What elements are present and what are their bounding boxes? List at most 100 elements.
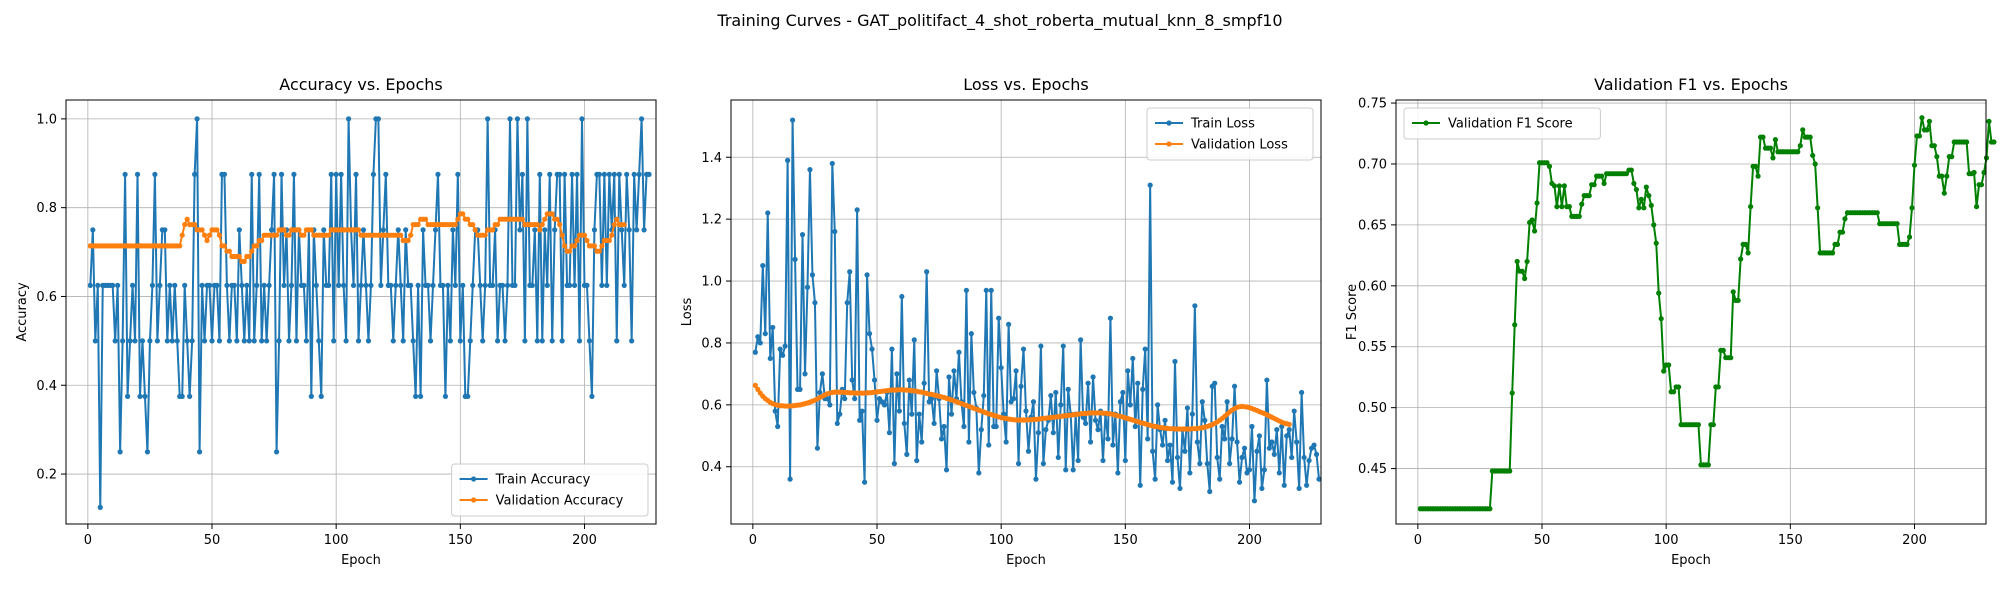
data-point xyxy=(333,171,339,177)
data-point xyxy=(566,282,573,288)
data-point xyxy=(599,282,605,288)
data-point xyxy=(157,282,163,288)
data-point xyxy=(1229,436,1235,442)
data-point xyxy=(948,411,955,417)
data-point xyxy=(812,300,818,306)
data-point xyxy=(899,293,905,300)
data-point xyxy=(1651,222,1657,228)
data-point xyxy=(1222,436,1228,442)
data-point xyxy=(1117,399,1123,405)
data-point xyxy=(1010,396,1017,402)
data-point xyxy=(998,365,1004,371)
y-tick-label: 0.8 xyxy=(701,336,722,351)
data-point xyxy=(410,338,416,344)
data-point xyxy=(1661,368,1667,374)
data-point xyxy=(209,338,215,344)
data-point xyxy=(1055,454,1061,461)
x-tick-label: 100 xyxy=(324,533,349,548)
data-point xyxy=(440,282,446,288)
data-point xyxy=(360,227,367,233)
data-point xyxy=(460,211,466,217)
data-point xyxy=(1182,448,1188,454)
data-point xyxy=(1264,377,1270,383)
data-point xyxy=(452,221,458,228)
data-point xyxy=(571,282,578,288)
data-point xyxy=(562,171,568,177)
data-point xyxy=(599,243,605,249)
data-point xyxy=(762,331,768,337)
data-point xyxy=(365,338,372,344)
data-point xyxy=(1090,374,1096,380)
data-point xyxy=(494,338,501,344)
x-tick-label: 50 xyxy=(1534,533,1551,548)
data-point xyxy=(201,232,208,238)
data-point xyxy=(1636,205,1642,211)
data-point xyxy=(231,282,237,288)
data-point xyxy=(134,171,141,177)
data-point xyxy=(251,338,257,344)
data-point xyxy=(797,386,803,392)
data-point xyxy=(97,504,103,510)
data-point xyxy=(1296,485,1302,492)
legend-label: Train Loss xyxy=(1190,117,1255,132)
data-point xyxy=(584,237,590,244)
data-point xyxy=(199,282,205,288)
data-point xyxy=(1797,143,1803,149)
y-tick-label: 0.45 xyxy=(1358,462,1387,477)
data-point xyxy=(636,171,642,177)
data-point xyxy=(1187,470,1193,476)
data-point xyxy=(941,423,947,430)
data-point xyxy=(639,116,645,122)
data-point xyxy=(273,449,280,455)
data-point xyxy=(432,227,439,233)
data-point xyxy=(281,227,287,233)
x-axis-label: Epoch xyxy=(1006,553,1046,568)
data-point xyxy=(92,338,98,344)
data-point xyxy=(1519,268,1525,274)
y-tick-label: 0.6 xyxy=(701,398,722,413)
data-point xyxy=(1065,386,1071,392)
data-point xyxy=(634,227,640,233)
data-point xyxy=(629,338,635,344)
data-point xyxy=(1964,139,1970,145)
series-line xyxy=(89,117,650,509)
data-point xyxy=(1507,468,1513,474)
data-point xyxy=(621,282,627,288)
data-point xyxy=(1924,127,1930,133)
data-point xyxy=(1529,217,1535,223)
data-point xyxy=(1271,451,1277,457)
data-point xyxy=(1839,229,1846,235)
data-point xyxy=(179,232,185,238)
data-point xyxy=(455,216,461,222)
data-point xyxy=(591,227,598,233)
data-point xyxy=(95,282,101,288)
data-point xyxy=(782,343,788,349)
y-tick-label: 0.60 xyxy=(1358,279,1387,294)
data-point xyxy=(328,171,334,177)
chart-1: 0 50 100 150 200 0.2 0.4 0.6 0.8 1.0 Accuracy vs. … xyxy=(15,75,657,568)
data-point xyxy=(1316,476,1322,482)
data-point xyxy=(886,430,893,436)
data-point xyxy=(770,324,776,331)
data-point xyxy=(1159,442,1166,448)
data-point xyxy=(921,380,927,386)
data-point xyxy=(616,171,622,177)
data-point xyxy=(1730,289,1736,295)
y-tick-label: 0.75 xyxy=(1358,97,1387,112)
data-point xyxy=(206,232,213,238)
data-point xyxy=(1162,417,1168,423)
data-point xyxy=(829,160,835,167)
data-point xyxy=(350,282,357,288)
data-point xyxy=(1981,169,1987,176)
data-point xyxy=(966,439,972,445)
data-point xyxy=(343,338,349,344)
data-point xyxy=(780,352,786,358)
data-point xyxy=(1931,143,1937,149)
data-point xyxy=(336,282,342,288)
data-point xyxy=(278,171,285,177)
data-point xyxy=(1586,193,1592,199)
data-point xyxy=(341,282,347,288)
y-tick-label: 0.55 xyxy=(1358,340,1387,355)
data-point xyxy=(906,377,912,383)
data-point xyxy=(1599,173,1605,179)
